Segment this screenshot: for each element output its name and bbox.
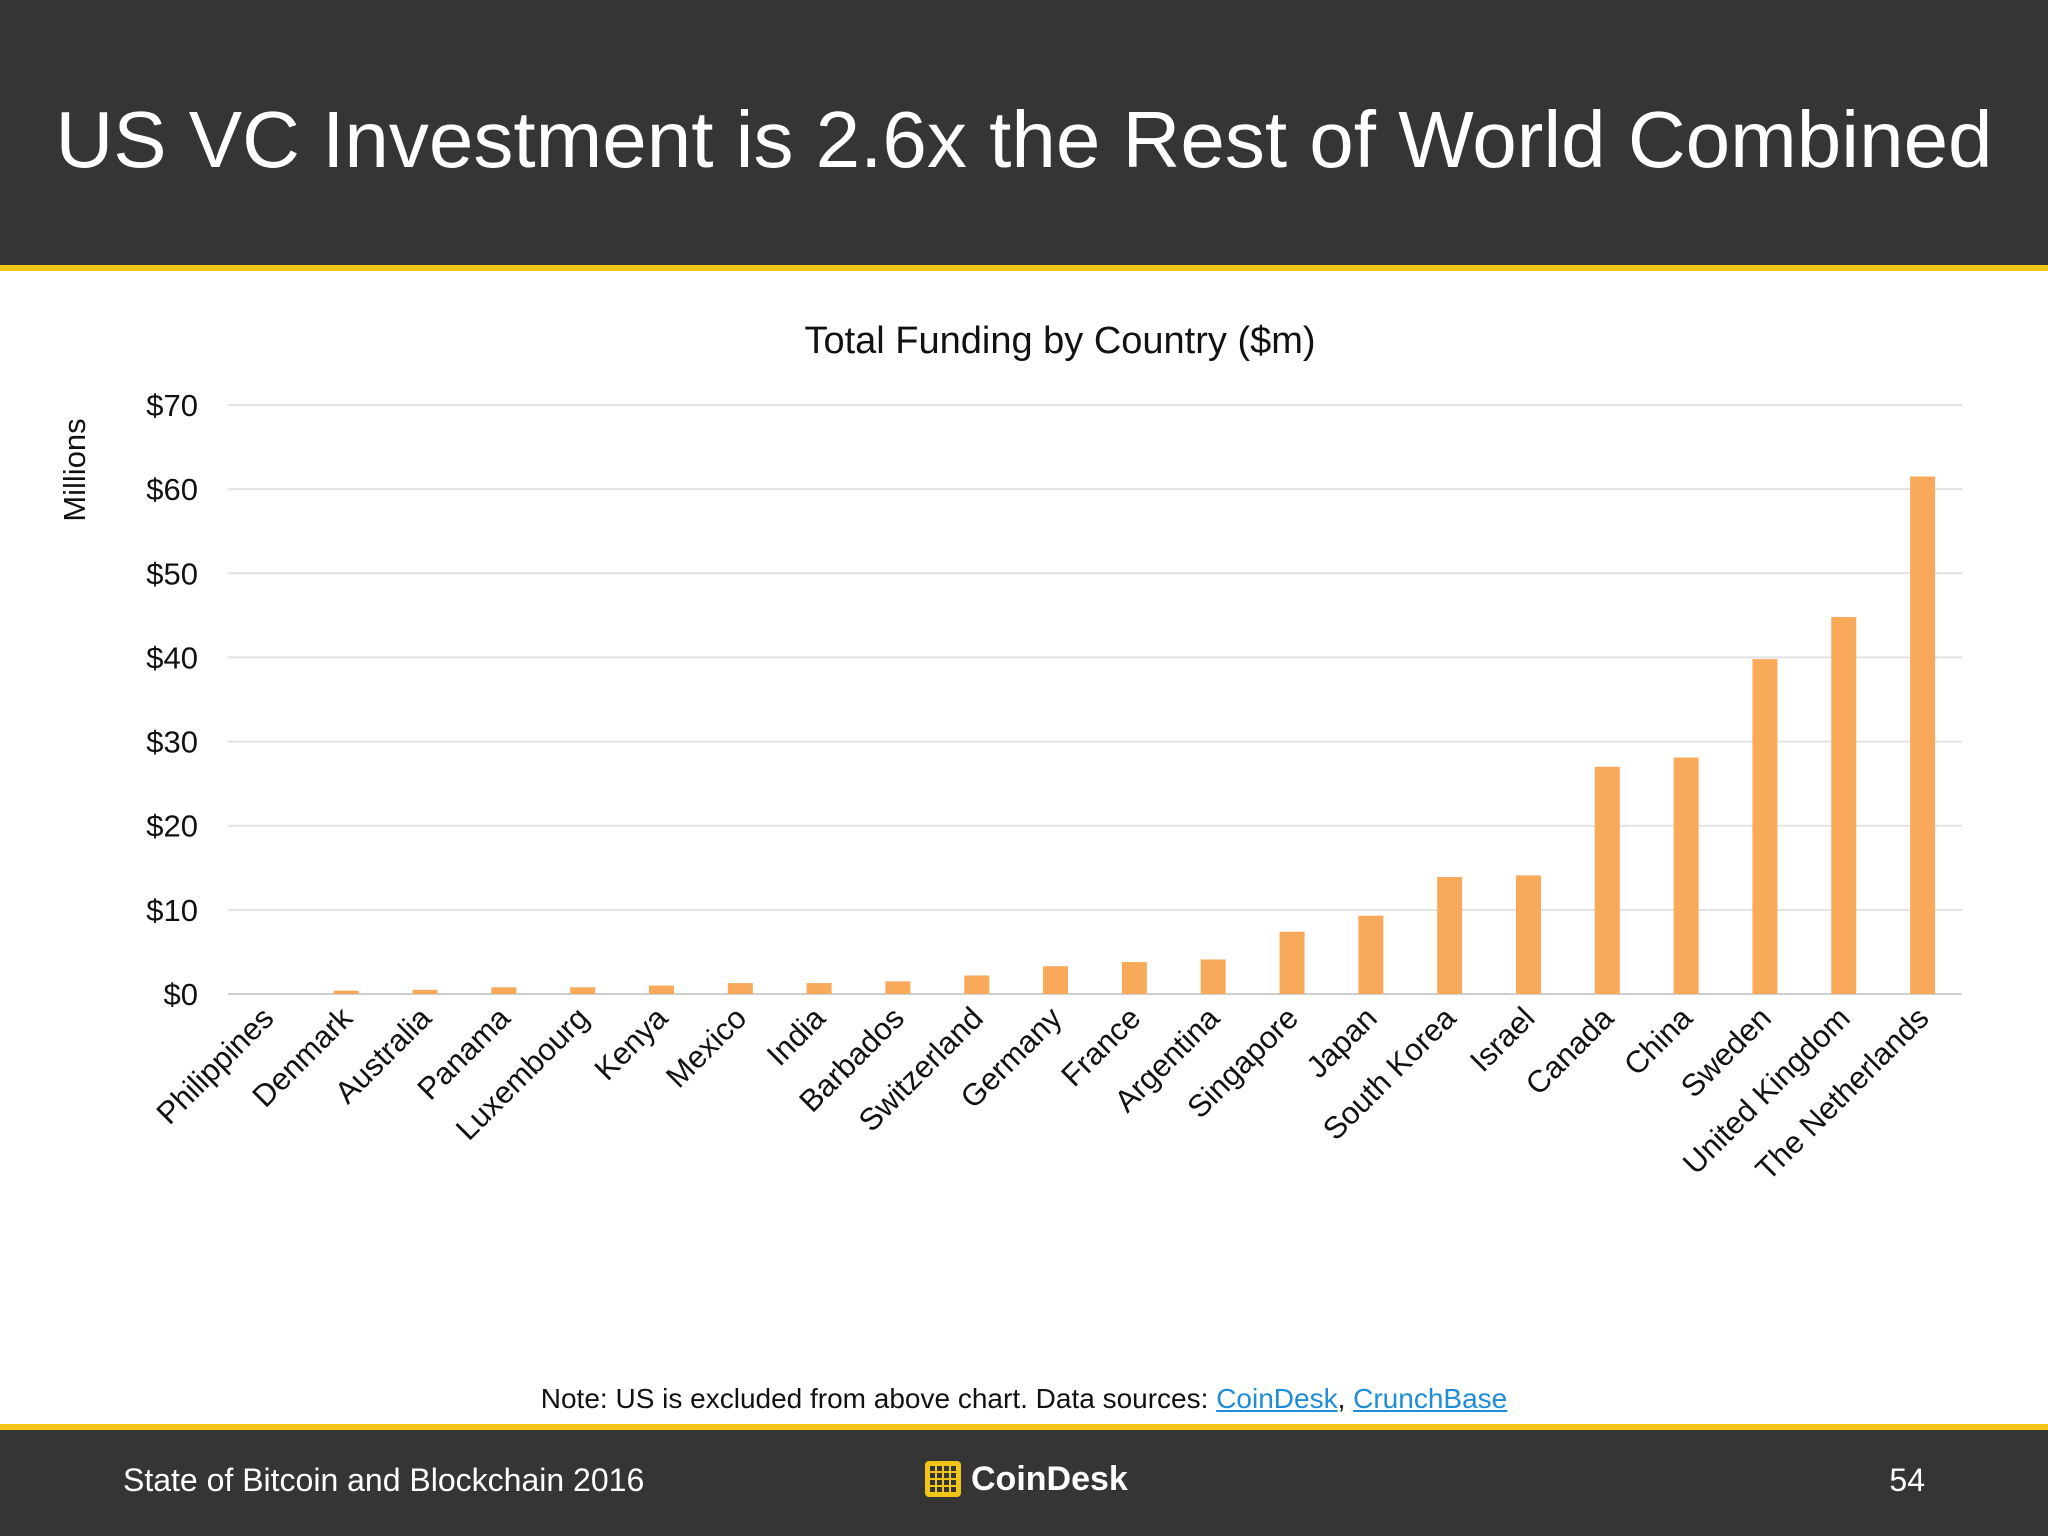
header-bar	[0, 0, 2048, 265]
footer-title: State of Bitcoin and Blockchain 2016	[123, 1462, 645, 1498]
bar-luxembourg	[570, 987, 596, 994]
y-tick-label: $30	[146, 725, 198, 760]
x-tick-labels: PhilippinesDenmarkAustraliaPanamaLuxembo…	[150, 1000, 1936, 1187]
coindesk-logo: CoinDesk	[925, 1458, 1128, 1500]
bar-argentina	[1200, 959, 1226, 994]
x-tick-label: Mexico	[659, 1000, 753, 1094]
y-tick-label: $60	[146, 472, 198, 507]
x-tick-label: Canada	[1519, 1000, 1621, 1102]
x-tick-label: Kenya	[588, 1000, 675, 1087]
source-note: Note: US is excluded from above chart. D…	[0, 1381, 2048, 1417]
header-accent-rule	[0, 265, 2048, 271]
y-tick-label: $70	[146, 388, 198, 423]
crunchbase-link[interactable]: CrunchBase	[1353, 1383, 1508, 1414]
bar-united-kingdom	[1831, 617, 1857, 994]
y-tick-label: $0	[164, 977, 198, 1012]
bar-france	[1121, 962, 1147, 994]
bar-switzerland	[964, 975, 990, 994]
coindesk-logo-icon	[925, 1461, 961, 1497]
note-separator: ,	[1337, 1383, 1354, 1414]
y-tick-label: $40	[146, 640, 198, 675]
bar-the-netherlands	[1910, 476, 1936, 994]
bar-denmark	[333, 990, 359, 994]
bar-kenya	[649, 985, 674, 994]
bar-south-korea	[1437, 877, 1463, 994]
bar-china	[1673, 757, 1699, 994]
page-number: 54	[1889, 1462, 1925, 1498]
x-tick-label: India	[760, 1000, 833, 1073]
bar-israel	[1516, 875, 1541, 994]
bar-singapore	[1279, 931, 1305, 994]
bar-sweden	[1752, 659, 1778, 994]
grid-lines	[228, 404, 1962, 995]
x-tick-label: Philippines	[150, 1000, 281, 1131]
bar-germany	[1043, 966, 1069, 994]
bar-barbados	[885, 981, 911, 994]
footer-bar	[0, 1430, 2048, 1536]
slide-title: US VC Investment is 2.6x the Rest of Wor…	[55, 95, 1993, 184]
bar-japan	[1358, 915, 1384, 994]
bar-india	[806, 983, 832, 994]
y-tick-label: $10	[146, 893, 198, 928]
bar-canada	[1594, 766, 1620, 994]
coindesk-link[interactable]: CoinDesk	[1216, 1383, 1338, 1414]
y-tick-labels: $0 $10 $20 $30 $40 $50 $60 $70	[146, 388, 198, 1012]
bar-mexico	[727, 983, 753, 994]
bar-australia	[412, 989, 438, 994]
y-tick-label: $20	[146, 809, 198, 844]
chart-title: Total Funding by Country ($m)	[804, 320, 1316, 362]
bars	[333, 476, 1936, 994]
coindesk-logo-text: CoinDesk	[971, 1460, 1128, 1498]
bar-panama	[491, 987, 517, 994]
footer-accent-rule	[0, 1424, 2048, 1430]
note-text: Note: US is excluded from above chart. D…	[540, 1383, 1217, 1414]
y-tick-label: $50	[146, 556, 198, 591]
